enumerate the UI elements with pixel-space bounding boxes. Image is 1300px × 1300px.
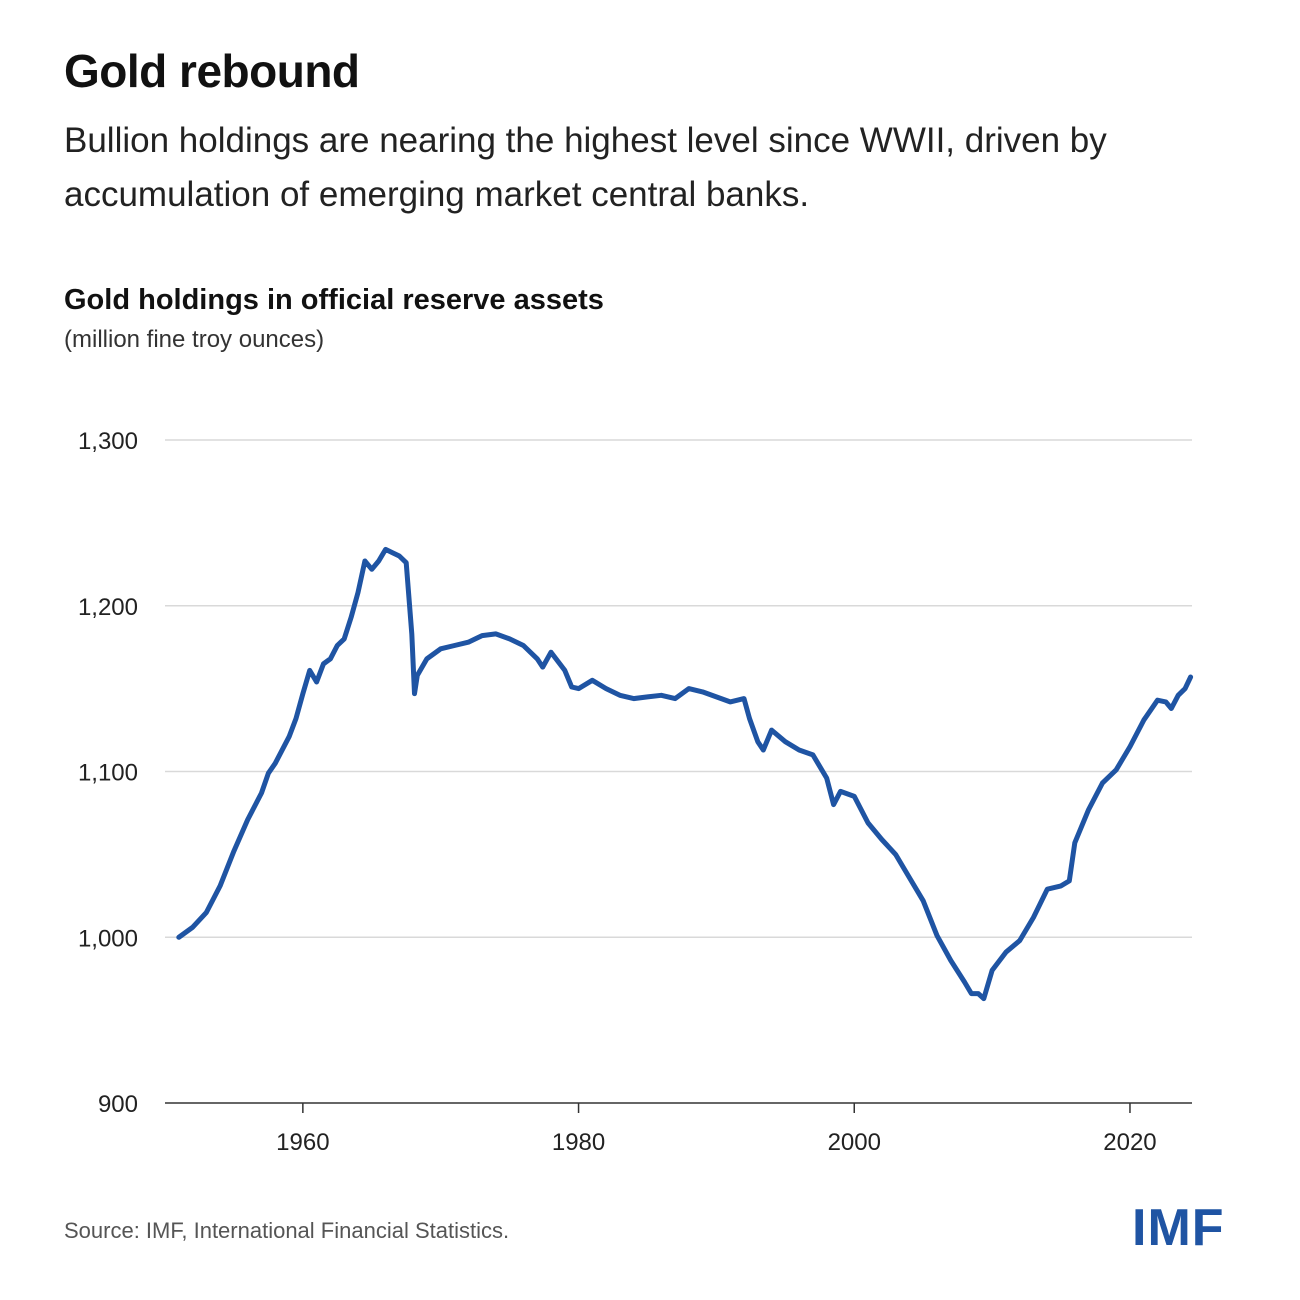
x-axis	[165, 1102, 1192, 1113]
x-tick-label: 1960	[276, 1129, 329, 1156]
y-tick-label: 1,300	[78, 428, 138, 455]
chart-unit-label: (million fine troy ounces)	[64, 326, 325, 353]
imf-logo: IMF	[1132, 1199, 1225, 1257]
x-tick-label: 1980	[552, 1129, 605, 1156]
series-layer	[176, 546, 1194, 1002]
subheadline: Bullion holdings are nearing the highest…	[64, 121, 1107, 214]
y-tick-label: 1,100	[78, 760, 138, 787]
series-line-gold-holdings	[176, 546, 1194, 1002]
y-tick-label: 1,000	[78, 925, 138, 952]
x-axis-tick-labels: 1960 1980 2000 2020	[276, 1129, 1157, 1156]
x-tick-label: 2020	[1103, 1129, 1156, 1156]
gridlines	[165, 439, 1192, 938]
y-axis-tick-labels: 900 1,000 1,100 1,200 1,300	[78, 428, 138, 1118]
y-tick-label: 900	[98, 1091, 138, 1118]
source-note: Source: IMF, International Financial Sta…	[64, 1218, 510, 1243]
headline: Gold rebound	[64, 45, 360, 97]
y-tick-label: 1,200	[78, 594, 138, 621]
chart-title: Gold holdings in official reserve assets	[64, 284, 604, 316]
x-tick-label: 2000	[828, 1129, 881, 1156]
